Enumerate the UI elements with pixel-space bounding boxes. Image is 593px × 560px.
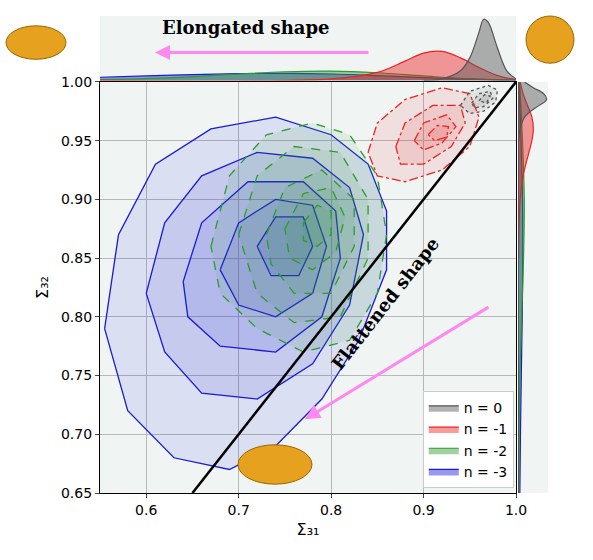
svg-text:Elongated shape: Elongated shape — [162, 17, 329, 38]
svg-text:n = 0: n = 0 — [464, 400, 502, 416]
svg-text:0.8: 0.8 — [320, 502, 342, 518]
svg-text:1.0: 1.0 — [505, 502, 527, 518]
svg-text:0.7: 0.7 — [228, 502, 250, 518]
svg-text:0.75: 0.75 — [61, 367, 92, 383]
svg-text:0.80: 0.80 — [61, 309, 92, 325]
svg-text:n = -2: n = -2 — [464, 443, 507, 459]
svg-text:0.95: 0.95 — [61, 133, 92, 149]
svg-text:1.00: 1.00 — [61, 74, 92, 90]
svg-text:0.6: 0.6 — [135, 502, 157, 518]
svg-text:0.9: 0.9 — [412, 502, 434, 518]
svg-text:0.65: 0.65 — [61, 485, 92, 501]
svg-text:Σ₃₂: Σ₃₂ — [33, 276, 52, 299]
svg-text:n = -1: n = -1 — [464, 421, 507, 437]
svg-text:0.90: 0.90 — [61, 191, 92, 207]
svg-text:Flattened shape: Flattened shape — [327, 233, 443, 373]
svg-text:0.70: 0.70 — [61, 426, 92, 442]
svg-text:Σ₃₁: Σ₃₁ — [297, 520, 320, 539]
svg-text:0.85: 0.85 — [61, 250, 92, 266]
svg-text:n = -3: n = -3 — [464, 464, 507, 480]
